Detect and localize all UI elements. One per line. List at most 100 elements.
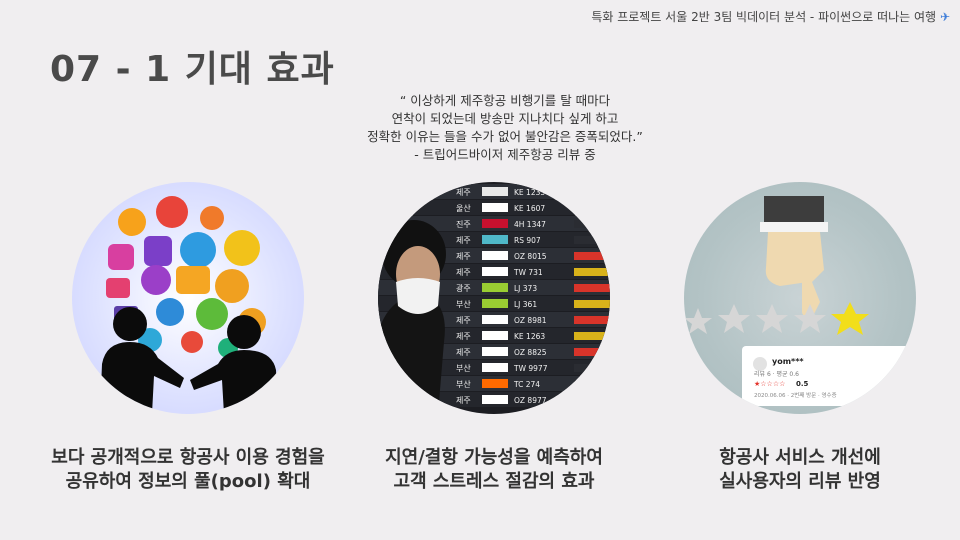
airline-logo — [482, 363, 508, 372]
board-status — [574, 268, 610, 276]
hand-icon — [760, 196, 828, 316]
review-user: yom*** — [772, 357, 804, 366]
board-flight: OZ 8825 — [514, 348, 547, 357]
caption-line: 항공사 서비스 개선에 — [719, 447, 881, 468]
board-flight: TW 9977 — [513, 364, 548, 373]
board-status — [574, 332, 610, 340]
header-note: 특화 프로젝트 서울 2반 3팀 빅데이터 분석 - 파이썬으로 떠나는 여행 … — [591, 8, 950, 25]
airline-logo — [482, 219, 508, 228]
board-city: 제주 — [456, 188, 471, 197]
airplane-icon: ✈ — [939, 10, 950, 24]
board-flight: LJ 373 — [514, 284, 537, 293]
page-title: 07 - 1 기대 효과 — [50, 49, 335, 90]
airline-logo — [482, 347, 508, 356]
score-stars: ★☆☆☆☆ — [754, 380, 785, 388]
caption-line: 고객 스트레스 절감의 효과 — [393, 471, 595, 492]
board-city: 제주 — [456, 316, 471, 325]
board-status — [574, 348, 610, 356]
rss-icon — [118, 208, 146, 236]
mail-icon — [106, 278, 130, 298]
caption-service: 항공사 서비스 개선에 실사용자의 리뷰 반영 — [640, 446, 960, 494]
board-flight: KE 1607 — [514, 204, 545, 213]
airline-logo — [482, 331, 508, 340]
rating-stars — [684, 302, 869, 335]
rating-illustration: yom*** 리뷰 6 · 평균 0.6 ★☆☆☆☆ 0.5 2020.06.0… — [684, 182, 916, 414]
caption-prediction: 지연/결항 가능성을 예측하여 고객 스트레스 절감의 효과 — [334, 446, 654, 494]
board-flight: OZ 8977 — [514, 396, 547, 405]
caption-line: 실사용자의 리뷰 반영 — [719, 471, 881, 492]
chat-icon — [141, 265, 171, 295]
board-city: 제주 — [456, 252, 471, 261]
board-status — [574, 252, 610, 260]
header-note-text: 특화 프로젝트 서울 2반 3팀 빅데이터 분석 - 파이썬으로 떠나는 여행 — [591, 10, 937, 24]
board-status — [574, 204, 610, 212]
airline-logo — [482, 283, 508, 292]
masked-traveler — [378, 220, 446, 414]
board-flight: KE 1235 — [514, 188, 545, 197]
board-city: 광주 — [456, 283, 471, 293]
board-city: 진주 — [456, 219, 471, 229]
airline-logo — [482, 267, 508, 276]
airline-logo — [482, 235, 508, 244]
board-status — [574, 300, 610, 308]
board-city: 제주 — [456, 268, 471, 277]
board-status — [574, 396, 610, 404]
board-flight: LJ 361 — [514, 300, 537, 309]
people-icon — [196, 298, 228, 330]
departure-board-photo: 제주 KE 1235 울산 KE 1607 진주 4H 1347 제주 RS 907 제주 OZ … — [378, 182, 610, 414]
board-status — [574, 236, 610, 244]
board-flight: RS 907 — [514, 236, 541, 245]
sharing-illustration — [72, 182, 304, 414]
search-icon — [180, 232, 216, 268]
quote-source: - 트립어드바이저 제주항공 리뷰 중 — [414, 147, 596, 162]
board-city: 제주 — [456, 236, 471, 245]
board-status — [574, 188, 610, 196]
board-city: 울산 — [456, 203, 471, 213]
review-footer: 2020.06.06 · 2번째 방문 · 영수증 — [754, 391, 837, 399]
review-meta: 리뷰 6 · 평균 0.6 — [754, 370, 799, 378]
airline-logo — [482, 187, 508, 196]
quote-line: 연착이 되었는데 방송만 지나치다 싶게 하고 — [391, 111, 619, 126]
board-flight: OZ 8015 — [514, 252, 547, 261]
quote-line: “ 이상하게 제주항공 비행기를 탈 때마다 — [399, 93, 611, 108]
handshake-silhouette — [100, 307, 278, 414]
board-flight: TW 731 — [513, 268, 543, 277]
airline-logo — [482, 251, 508, 260]
heart-icon — [181, 331, 203, 353]
board-flight: TC 274 — [513, 380, 540, 389]
film-icon — [176, 266, 210, 294]
caption-line: 보다 공개적으로 항공사 이용 경험을 — [51, 447, 325, 468]
board-flight: KE 1263 — [514, 332, 545, 341]
clock-icon — [108, 244, 134, 270]
music-icon — [144, 236, 172, 266]
airline-logo — [482, 395, 508, 404]
board-city: 제주 — [456, 348, 471, 357]
review-score: 0.5 — [796, 380, 809, 388]
board-status — [574, 316, 610, 324]
board-flight: 4H 1347 — [514, 220, 546, 229]
board-city: 제주 — [456, 396, 471, 405]
airline-logo — [482, 379, 508, 388]
quote-line: 정확한 이유는 들을 수가 없어 불안감은 증폭되었다.” — [367, 129, 643, 144]
settings-icon — [156, 196, 188, 228]
caption-line: 지연/결항 가능성을 예측하여 — [385, 447, 603, 468]
review-quote: “ 이상하게 제주항공 비행기를 탈 때마다 연착이 되었는데 방송만 지나치다… — [310, 92, 700, 164]
avatar — [753, 357, 767, 371]
caption-line: 공유하여 정보의 풀(pool) 확대 — [65, 471, 311, 492]
airline-logo — [482, 299, 508, 308]
board-status — [574, 284, 610, 292]
board-city: 부산 — [456, 363, 471, 373]
board-city: 부산 — [456, 379, 471, 389]
board-city: 제주 — [456, 332, 471, 341]
bubble-icon — [200, 206, 224, 230]
review-card: yom*** 리뷰 6 · 평균 0.6 ★☆☆☆☆ 0.5 2020.06.0… — [742, 346, 912, 406]
board-status — [574, 364, 610, 372]
airline-logo — [482, 203, 508, 212]
board-flight: OZ 8981 — [514, 316, 547, 325]
airline-logo — [482, 315, 508, 324]
board-city: 부산 — [456, 299, 471, 309]
download-icon — [156, 298, 184, 326]
rocket-icon — [215, 269, 249, 303]
caption-sharing: 보다 공개적으로 항공사 이용 경험을 공유하여 정보의 풀(pool) 확대 — [28, 446, 348, 494]
board-status — [574, 220, 610, 228]
